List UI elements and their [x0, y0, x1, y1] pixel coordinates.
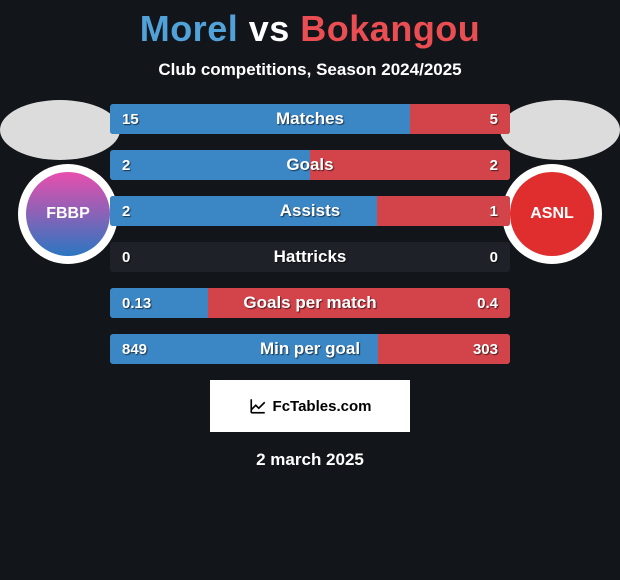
stat-row: Hattricks0 0	[110, 242, 510, 272]
stat-value-left: 2	[110, 196, 142, 226]
team2-logo-text: ASNL	[530, 205, 574, 223]
subtitle: Club competitions, Season 2024/2025	[0, 60, 620, 80]
stat-value-right: 1	[478, 196, 510, 226]
stat-value-left: 849	[110, 334, 159, 364]
player2-photo-placeholder	[500, 100, 620, 160]
player1-name: Morel	[140, 8, 239, 49]
team1-logo-text: FBBP	[46, 205, 90, 223]
stat-bars: Matches155Goals22Assists21Hattricks00Goa…	[110, 104, 510, 364]
stat-value-left: 0.13	[110, 288, 163, 318]
stat-label: Matches	[110, 104, 510, 134]
chart-line-icon	[249, 397, 267, 415]
team2-logo-inner: ASNL	[510, 172, 594, 256]
stat-value-right: 303	[461, 334, 510, 364]
stat-label: Min per goal	[110, 334, 510, 364]
content-area: FBBP ASNL Matches155Goals22Assists21Hatt…	[0, 104, 620, 470]
stat-value-right: 0	[478, 242, 510, 272]
stat-value-right: 2	[478, 150, 510, 180]
stat-row: Matches15 5	[110, 104, 510, 134]
player2-name: Bokangou	[300, 8, 480, 49]
player1-photo-placeholder	[0, 100, 120, 160]
vs-text: vs	[249, 8, 290, 49]
stat-value-right: 0.4	[465, 288, 510, 318]
stat-value-right: 5	[478, 104, 510, 134]
stat-value-left: 0	[110, 242, 142, 272]
team1-logo: FBBP	[18, 164, 118, 264]
stat-row: Assists2 1	[110, 196, 510, 226]
stat-label: Goals per match	[110, 288, 510, 318]
stat-label: Goals	[110, 150, 510, 180]
stat-label: Hattricks	[110, 242, 510, 272]
stat-label: Assists	[110, 196, 510, 226]
stat-row: Goals per match0.13 0.4	[110, 288, 510, 318]
comparison-title: Morel vs Bokangou	[0, 0, 620, 50]
stat-row: Min per goal849 303	[110, 334, 510, 364]
stat-row: Goals2 2	[110, 150, 510, 180]
stat-value-left: 2	[110, 150, 142, 180]
credit-badge: FcTables.com	[210, 380, 410, 432]
team1-logo-inner: FBBP	[26, 172, 110, 256]
credit-text: FcTables.com	[273, 398, 372, 415]
stat-value-left: 15	[110, 104, 151, 134]
comparison-date: 2 march 2025	[0, 450, 620, 470]
team2-logo: ASNL	[502, 164, 602, 264]
